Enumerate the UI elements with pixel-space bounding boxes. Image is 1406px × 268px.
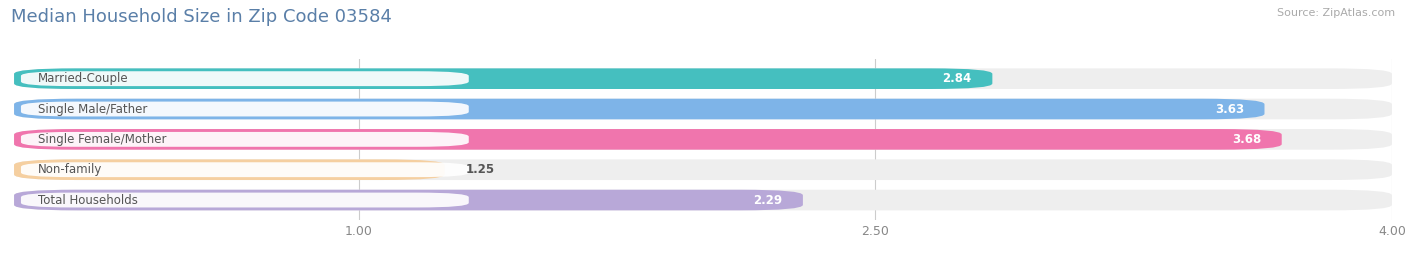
FancyBboxPatch shape (21, 71, 468, 86)
FancyBboxPatch shape (14, 129, 1282, 150)
FancyBboxPatch shape (14, 159, 444, 180)
FancyBboxPatch shape (14, 68, 1392, 89)
FancyBboxPatch shape (14, 129, 1392, 150)
Text: Total Households: Total Households (38, 193, 138, 207)
Text: 2.29: 2.29 (754, 193, 782, 207)
FancyBboxPatch shape (21, 162, 468, 177)
FancyBboxPatch shape (14, 190, 803, 210)
FancyBboxPatch shape (21, 193, 468, 207)
Text: 3.68: 3.68 (1232, 133, 1261, 146)
FancyBboxPatch shape (14, 99, 1392, 119)
Text: 1.25: 1.25 (465, 163, 495, 176)
Text: 3.63: 3.63 (1215, 103, 1244, 116)
FancyBboxPatch shape (21, 102, 468, 117)
FancyBboxPatch shape (14, 99, 1264, 119)
Text: Single Female/Mother: Single Female/Mother (38, 133, 167, 146)
Text: 2.84: 2.84 (942, 72, 972, 85)
Text: Median Household Size in Zip Code 03584: Median Household Size in Zip Code 03584 (11, 8, 392, 26)
Text: Source: ZipAtlas.com: Source: ZipAtlas.com (1277, 8, 1395, 18)
FancyBboxPatch shape (14, 68, 993, 89)
Text: Married-Couple: Married-Couple (38, 72, 129, 85)
Text: Single Male/Father: Single Male/Father (38, 103, 148, 116)
Text: Non-family: Non-family (38, 163, 103, 176)
FancyBboxPatch shape (14, 190, 1392, 210)
FancyBboxPatch shape (21, 132, 468, 147)
FancyBboxPatch shape (14, 159, 1392, 180)
